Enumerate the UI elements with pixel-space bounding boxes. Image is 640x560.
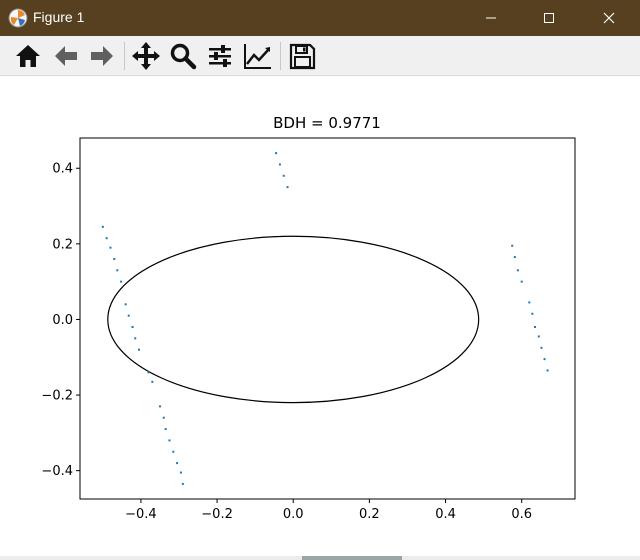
data-point: [286, 186, 289, 189]
data-point: [513, 256, 516, 259]
forward-button[interactable]: [86, 40, 118, 72]
subplots-button[interactable]: [204, 40, 236, 72]
data-point: [138, 348, 141, 351]
data-point: [516, 269, 519, 272]
minimize-icon: [486, 17, 496, 19]
save-button[interactable]: [286, 40, 318, 72]
y-tick-label: 0.4: [52, 162, 73, 177]
data-point: [531, 312, 534, 315]
ellipse-curve: [107, 235, 480, 404]
matplotlib-app-icon: [8, 8, 28, 28]
move-icon: [132, 42, 160, 70]
x-tick-label: 0.4: [435, 507, 456, 522]
data-point: [127, 314, 130, 317]
data-point: [282, 174, 285, 177]
data-point: [179, 471, 182, 474]
pan-button[interactable]: [130, 40, 162, 72]
data-point: [105, 237, 108, 240]
data-point: [520, 280, 523, 283]
floppy-disk-icon: [289, 43, 316, 70]
home-button[interactable]: [12, 40, 44, 72]
axes-edit-button[interactable]: [242, 40, 274, 72]
data-point: [172, 450, 175, 453]
sliders-icon: [209, 45, 231, 67]
data-point: [537, 335, 540, 338]
line-chart-icon: [244, 44, 271, 69]
window-title: Figure 1: [33, 9, 85, 25]
x-tick-label: 0.6: [511, 507, 532, 522]
data-point: [158, 405, 161, 408]
x-tick-label: −0.2: [201, 507, 233, 522]
data-point: [540, 346, 543, 349]
figure-canvas[interactable]: BDH = 0.9771 −0.4 −0.2 0.0 0.2 0.4 0.6 −0.4 −0…: [0, 76, 640, 556]
x-tick-label: 0.0: [283, 507, 304, 522]
data-point: [116, 269, 119, 272]
data-point: [181, 482, 184, 485]
y-tick-label: 0.0: [52, 313, 73, 328]
taskbar-preview: [302, 556, 402, 560]
y-tick-label: 0.2: [52, 237, 73, 252]
zoom-button[interactable]: [167, 40, 199, 72]
data-point: [109, 246, 112, 249]
maximize-button[interactable]: [526, 0, 572, 36]
close-button[interactable]: [586, 0, 632, 36]
back-button[interactable]: [50, 40, 82, 72]
data-point: [162, 416, 165, 419]
data-point: [147, 371, 150, 374]
arrow-right-icon: [91, 46, 113, 66]
data-point: [534, 326, 537, 329]
y-tick-label: −0.2: [41, 389, 73, 404]
window-titlebar: Figure 1: [0, 0, 640, 36]
y-tick-label: −0.4: [41, 464, 73, 479]
data-point: [511, 244, 514, 247]
close-icon: [603, 12, 615, 24]
home-icon: [16, 45, 40, 67]
magnifier-icon: [170, 43, 197, 70]
data-point: [546, 369, 549, 372]
data-point: [176, 462, 179, 465]
axes-frame: [79, 137, 576, 500]
data-point: [120, 280, 123, 283]
data-point: [528, 301, 531, 304]
data-point: [151, 380, 154, 383]
maximize-icon: [544, 13, 554, 23]
data-point: [275, 152, 278, 155]
data-point: [131, 326, 134, 329]
data-point: [101, 225, 104, 228]
navigation-toolbar: [0, 36, 640, 76]
data-point: [113, 257, 116, 260]
data-point: [124, 303, 127, 306]
toolbar-separator: [124, 42, 125, 70]
data-point: [168, 439, 171, 442]
data-point: [543, 358, 546, 361]
toolbar-separator: [280, 42, 281, 70]
x-tick-label: 0.2: [359, 507, 380, 522]
data-point: [278, 163, 281, 166]
data-point: [134, 337, 137, 340]
minimize-button[interactable]: [468, 0, 514, 36]
plot-svg: BDH = 0.9771 −0.4 −0.2 0.0 0.2 0.4 0.6 −0.4 −0…: [41, 114, 576, 522]
chart-title: BDH = 0.9771: [273, 114, 381, 132]
x-tick-label: −0.4: [125, 507, 157, 522]
data-point: [164, 428, 167, 431]
arrow-left-icon: [55, 46, 77, 66]
